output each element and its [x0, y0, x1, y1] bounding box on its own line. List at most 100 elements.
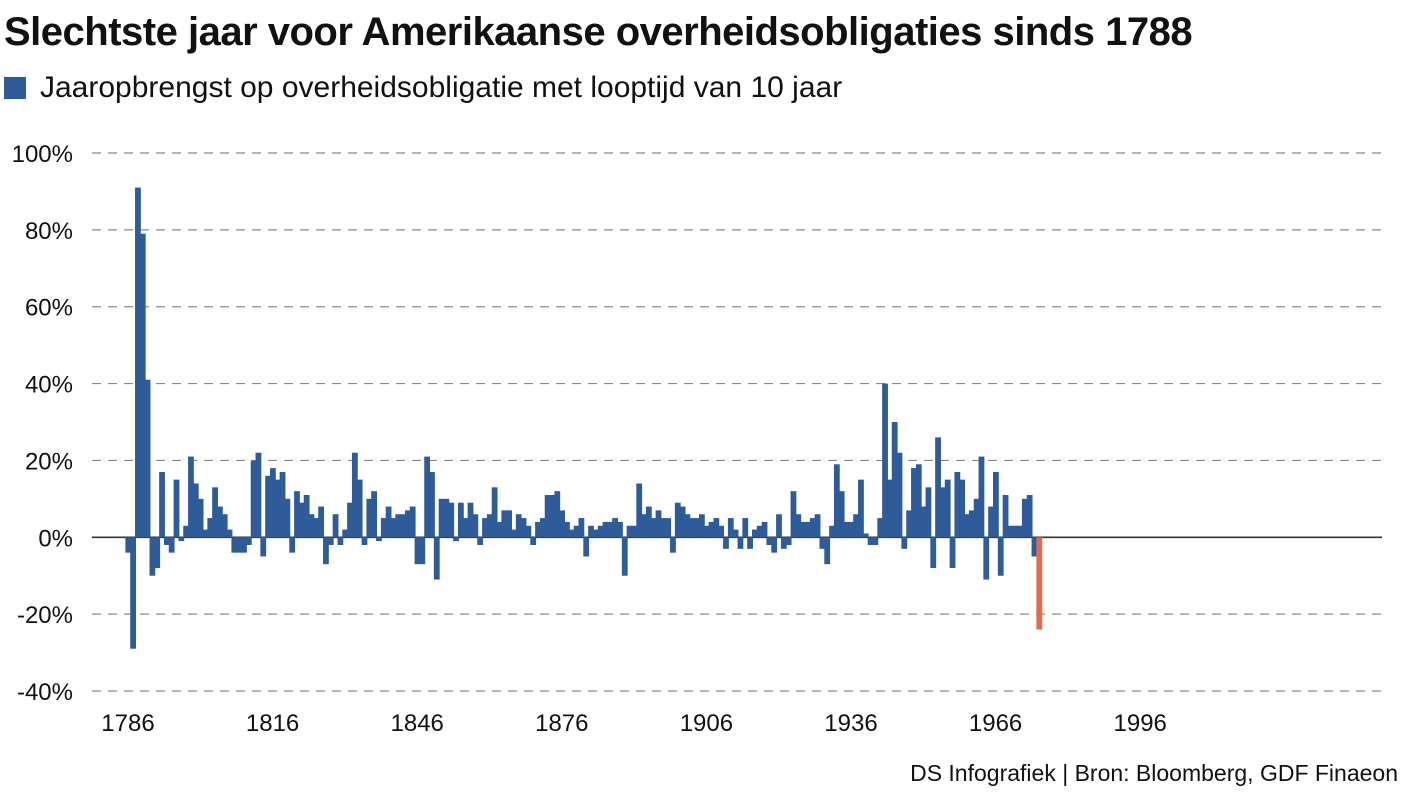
bar: [183, 525, 190, 538]
bars: [125, 187, 1043, 649]
bar: [626, 525, 633, 538]
bar: [506, 510, 512, 538]
bar: [270, 468, 276, 538]
x-tick-label: 1816: [246, 710, 299, 737]
bar: [588, 525, 594, 538]
bar: [877, 518, 884, 538]
bar: [438, 498, 445, 538]
bar: [968, 510, 975, 538]
bar: [279, 471, 286, 538]
bar: [747, 537, 753, 549]
bar: [829, 525, 835, 538]
bar: [896, 452, 903, 538]
bar: [424, 456, 431, 538]
bar: [501, 510, 508, 538]
legend-label: Jaaropbrengst op overheidsobligatie met …: [40, 71, 843, 104]
bar: [390, 518, 397, 538]
bar: [853, 514, 860, 538]
bar: [727, 518, 734, 538]
bar: [130, 537, 137, 649]
bar: [689, 518, 696, 538]
bar: [708, 521, 715, 538]
bar: [202, 529, 209, 538]
bar: [303, 495, 310, 538]
bar: [467, 502, 474, 538]
bar: [819, 537, 826, 549]
bar: [313, 518, 320, 538]
bar: [607, 521, 614, 538]
bar: [949, 537, 956, 569]
bar: [409, 506, 416, 538]
bar: [564, 521, 570, 538]
bar: [559, 510, 565, 538]
bar: [154, 537, 161, 569]
y-tick-label: 60%: [25, 295, 73, 322]
bar: [1021, 498, 1028, 538]
bar: [886, 479, 893, 538]
bar: [795, 514, 802, 538]
legend: Jaaropbrengst op overheidsobligatie met …: [4, 68, 842, 108]
y-tick-label: 80%: [25, 218, 73, 245]
bar: [366, 498, 373, 538]
bar: [443, 498, 450, 538]
bar: [212, 487, 218, 538]
bar: [973, 498, 980, 538]
bar: [742, 518, 749, 538]
bar: [988, 506, 994, 538]
bar: [954, 471, 961, 538]
bar: [959, 479, 966, 538]
bar: [621, 537, 628, 576]
bar: [983, 537, 990, 580]
bar: [780, 537, 787, 549]
bar: [790, 491, 797, 538]
bar: [568, 529, 575, 538]
bar: [260, 537, 267, 557]
bar: [935, 437, 941, 538]
bar: [149, 537, 156, 576]
bar: [515, 514, 522, 538]
bar: [168, 537, 175, 553]
bar: [882, 383, 888, 538]
bar: [265, 475, 271, 538]
bar: [255, 452, 262, 538]
bar: [737, 537, 744, 549]
bar: [342, 529, 349, 538]
bar: [216, 506, 223, 538]
bar: [756, 525, 763, 538]
bar: [236, 537, 243, 553]
bar: [323, 537, 329, 565]
legend-swatch: [4, 77, 26, 99]
x-tick-label: 1846: [391, 710, 444, 737]
bar: [486, 514, 493, 538]
bar: [993, 471, 999, 538]
bar: [385, 506, 392, 538]
bar: [361, 537, 368, 545]
bar: [660, 518, 667, 538]
bar: [535, 521, 541, 538]
bar: [298, 502, 305, 538]
grid-lines: [92, 152, 1382, 692]
bar: [404, 510, 411, 538]
bar: [761, 521, 768, 538]
y-axis-labels: 100% 80% 60% 40% 20% 0% -20% -40%: [12, 141, 73, 706]
bar: [332, 514, 339, 538]
bar: [419, 537, 426, 565]
y-tick-label: 100%: [12, 141, 73, 168]
bar: [805, 521, 811, 538]
y-tick-label: -40%: [17, 679, 73, 706]
bar: [824, 537, 831, 565]
bar: [911, 468, 917, 538]
bar: [612, 518, 619, 538]
bar: [433, 537, 440, 580]
bar: [578, 518, 585, 538]
bar: [327, 537, 334, 545]
bar: [800, 521, 806, 538]
bar: [592, 529, 599, 538]
bar: [670, 537, 676, 553]
bar: [617, 521, 623, 538]
bar: [650, 518, 657, 538]
bar: [371, 491, 378, 538]
bar: [809, 518, 816, 538]
bar: [472, 514, 479, 538]
bar: [915, 464, 922, 538]
